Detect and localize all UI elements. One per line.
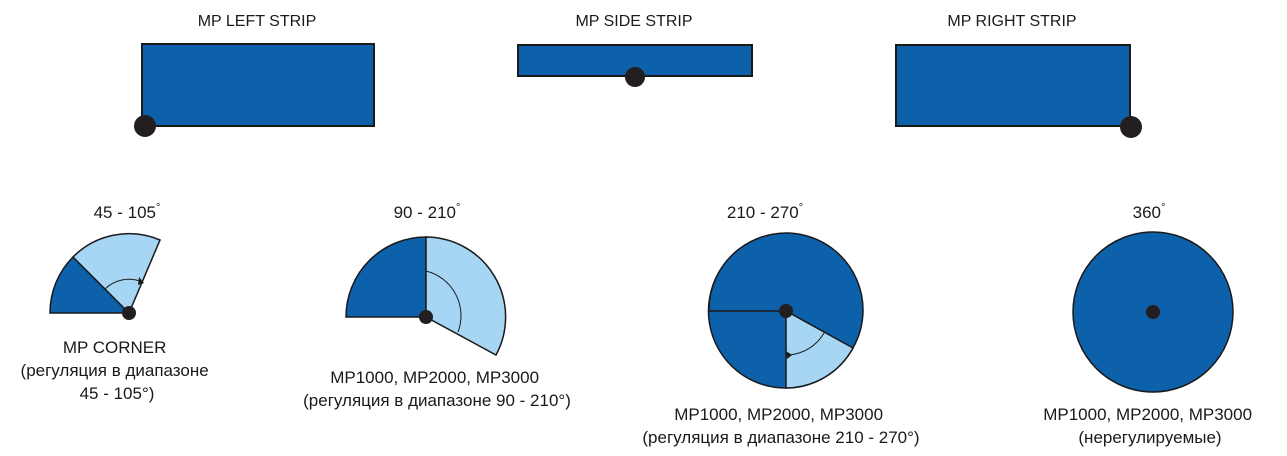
sector-corner: 45 - 105° MP CORNER (регуляция в диапазо… xyxy=(21,202,214,403)
strip-side-title: MP SIDE STRIP xyxy=(575,13,692,30)
sector-corner-arrow xyxy=(138,277,144,285)
sector-360-angle: 360° xyxy=(1133,202,1166,222)
sector-360-pivot xyxy=(1146,305,1160,319)
sector-210-270-arc-indicator xyxy=(787,332,825,356)
sector-210-270-arrow xyxy=(786,351,792,359)
sector-90-210-dark xyxy=(345,236,427,318)
sector-210-270-angle: 210 - 270° xyxy=(727,202,803,222)
strip-left-rect xyxy=(141,43,375,127)
strip-left: MP LEFT STRIP xyxy=(134,13,375,137)
sector-90-210-caption: MP1000, MP2000, MP3000 (регуляция в диап… xyxy=(303,368,571,410)
strip-right-pivot xyxy=(1120,116,1142,138)
sector-360-caption: MP1000, MP2000, MP3000 (нерегулируемые) xyxy=(1043,405,1257,447)
sector-210-270-caption: MP1000, MP2000, MP3000 (регуляция в диап… xyxy=(642,405,919,447)
strip-left-pivot xyxy=(134,115,156,137)
sector-corner-arc-indicator xyxy=(104,278,143,290)
sector-corner-angle: 45 - 105° xyxy=(94,202,161,222)
strip-right-title: MP RIGHT STRIP xyxy=(947,13,1076,30)
strip-left-title: MP LEFT STRIP xyxy=(198,13,317,30)
sector-210-270: 210 - 270° MP1000, MP2000, MP3000 (регул… xyxy=(642,202,919,447)
strip-side-pivot xyxy=(625,67,645,87)
sector-corner-caption: MP CORNER (регуляция в диапазоне 45 - 10… xyxy=(21,338,214,403)
sector-360: 360° MP1000, MP2000, MP3000 (нерегулируе… xyxy=(1043,202,1257,447)
sector-corner-dark xyxy=(49,255,131,314)
sector-90-210: 90 - 210° MP1000, MP2000, MP3000 (регуля… xyxy=(303,202,571,410)
sector-90-210-pivot xyxy=(419,310,433,324)
sector-210-270-light xyxy=(785,309,855,389)
strip-right-rect xyxy=(895,44,1131,127)
sector-210-270-dark-fill xyxy=(708,232,864,350)
sector-corner-pivot xyxy=(122,306,136,320)
strip-side: MP SIDE STRIP xyxy=(517,13,753,87)
sector-90-210-arc-indicator xyxy=(425,270,462,333)
sector-210-270-pivot xyxy=(779,304,793,318)
sector-corner-light xyxy=(71,232,161,315)
sector-90-210-light xyxy=(425,236,507,357)
strip-right: MP RIGHT STRIP xyxy=(895,13,1142,138)
sector-90-210-angle: 90 - 210° xyxy=(394,202,461,222)
